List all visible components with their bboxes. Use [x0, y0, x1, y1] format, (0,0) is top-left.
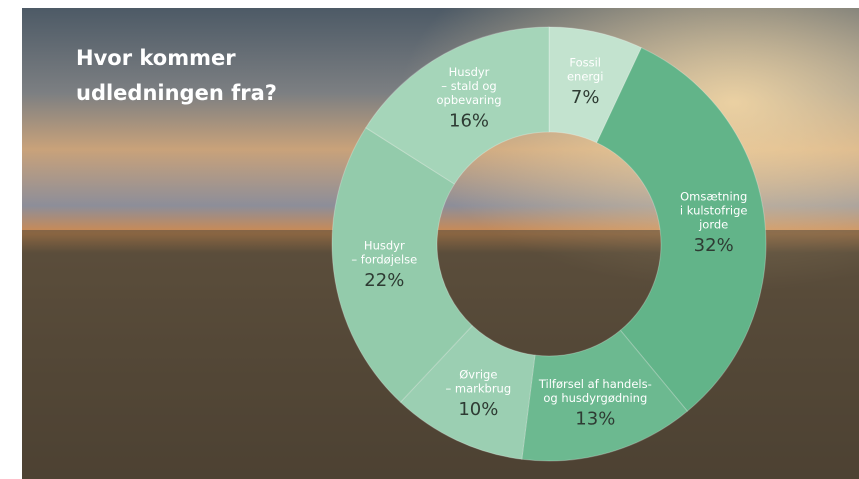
slice-value-label: 7% — [571, 87, 600, 108]
slice-label: Omsætning — [680, 190, 747, 204]
slice-label: Husdyr — [449, 65, 490, 79]
slice-value-label: 22% — [364, 270, 404, 291]
slice-label: Øvrige — [459, 368, 497, 382]
slice-label: opbevaring — [436, 93, 501, 107]
slice-value-label: 32% — [694, 235, 734, 256]
slice-label: – fordøjelse — [351, 252, 417, 266]
slice-label: – markbrug — [445, 382, 511, 396]
slice-label: Husdyr — [364, 238, 405, 252]
slice-label: energi — [567, 69, 603, 83]
donut-slice — [596, 46, 767, 412]
donut-slice — [365, 26, 550, 185]
slice-value-label: 13% — [575, 408, 615, 429]
donut-slice — [399, 324, 536, 460]
slice-label: Fossil — [569, 55, 601, 69]
slice-label: jorde — [698, 218, 728, 232]
donut-slice — [548, 26, 643, 144]
donut-slice — [331, 127, 474, 403]
slice-value-label: 16% — [449, 111, 489, 132]
slice-label: og husdyrgødning — [543, 391, 647, 405]
slice-value-label: 10% — [458, 399, 498, 420]
title-line: Hvor kommer — [76, 46, 236, 70]
slice-label: i kulstofrige — [680, 204, 748, 218]
donut-slice — [521, 329, 689, 462]
slice-label: – stald og — [441, 79, 496, 93]
title-line: udledningen fra? — [76, 81, 277, 105]
slice-label: Tilførsel af handels- — [538, 377, 652, 391]
